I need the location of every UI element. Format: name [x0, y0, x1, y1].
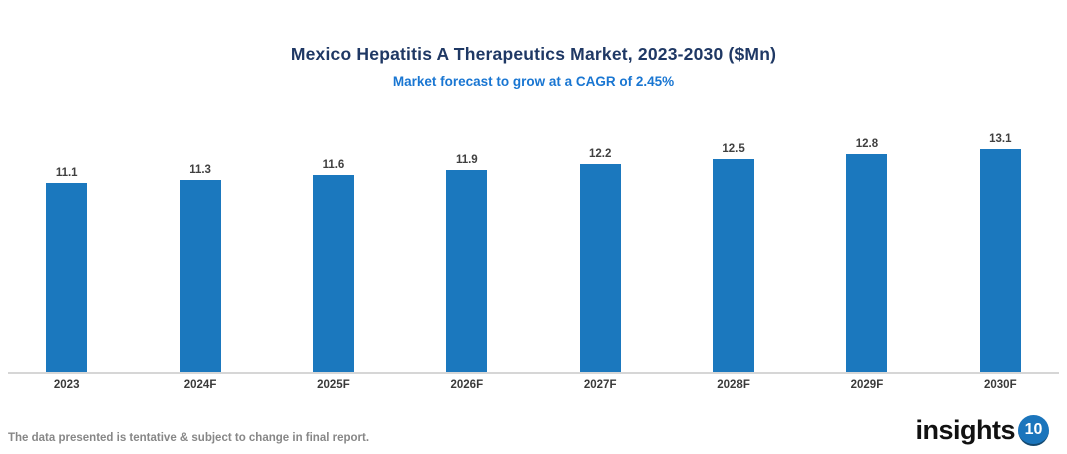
bar-value-label: 11.1: [55, 167, 78, 179]
bar-column-2028F: 12.5: [667, 143, 800, 373]
x-tick-label-2025F: 2025F: [317, 379, 350, 391]
x-tick-label-2023: 2023: [53, 379, 80, 391]
bar-column-2026F: 11.9: [400, 154, 533, 373]
x-tick-label-2028F: 2028F: [717, 379, 750, 391]
x-axis-labels: 2023 2024F 2025F 2026F 2027F 2028F 2029F 2030F: [0, 379, 1067, 391]
bar-column-2024F: 11.3: [133, 164, 266, 373]
bar-column-2030F: 13.1: [934, 133, 1067, 373]
disclaimer-note: The data presented is tentative & subjec…: [8, 432, 370, 444]
bar-value-label: 11.3: [189, 164, 211, 176]
chart-subtitle: Market forecast to grow at a CAGR of 2.4…: [392, 74, 675, 89]
bar-2027F: [579, 164, 621, 373]
bar-value-label: 12.5: [722, 143, 745, 155]
bar-value-label: 12.8: [855, 138, 879, 150]
bar-value-label: 11.6: [322, 159, 345, 171]
bar-column-2025F: 11.6: [267, 159, 400, 373]
bar-2029F: [846, 154, 888, 373]
logo-wordmark: insights: [915, 415, 1015, 445]
bar-2028F: [713, 159, 755, 373]
logo-badge-circle: 10: [1018, 415, 1049, 446]
bar-2024F: [179, 180, 221, 373]
bar-column-2029F: 12.8: [800, 138, 933, 373]
x-tick-label-2029F: 2029F: [850, 379, 884, 391]
bar-2030F: [979, 149, 1021, 373]
bars-row: 11.1 11.3 11.6 11.9 12.2 12.5 12.8 13.1: [0, 133, 1067, 373]
x-tick-label-2030F: 2030F: [984, 379, 1017, 391]
bar-value-label: 12.2: [588, 148, 612, 160]
bar-column-2023: 11.1: [0, 167, 133, 373]
bar-value-label: 13.1: [989, 133, 1012, 145]
bar-2025F: [312, 175, 354, 373]
x-tick-label-2024F: 2024F: [183, 379, 217, 391]
chart-title: Mexico Hepatitis A Therapeutics Market, …: [290, 44, 777, 64]
insights10-logo: insights 10: [915, 415, 1049, 446]
bar-2023: [46, 183, 88, 373]
bar-value-label: 11.9: [455, 154, 478, 166]
bar-2026F: [446, 170, 488, 373]
bar-column-2027F: 12.2: [534, 148, 667, 373]
x-axis-line: [8, 372, 1059, 374]
x-tick-label-2027F: 2027F: [583, 379, 617, 391]
x-tick-label-2026F: 2026F: [450, 379, 484, 391]
